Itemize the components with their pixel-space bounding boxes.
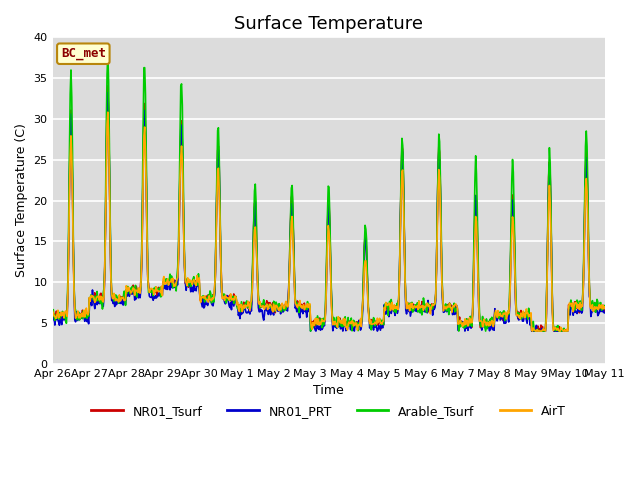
Arable_Tsurf xyxy=(116,296,124,301)
Line: Arable_Tsurf: Arable_Tsurf xyxy=(52,55,605,331)
NR01_Tsurf xyxy=(601,306,609,312)
NR01_Tsurf xyxy=(413,304,420,310)
NR01_PRT xyxy=(104,90,111,96)
Arable_Tsurf xyxy=(202,296,209,301)
NR01_Tsurf xyxy=(49,311,56,316)
AirT xyxy=(397,231,404,237)
AirT xyxy=(116,298,124,304)
NR01_Tsurf xyxy=(116,293,124,299)
NR01_Tsurf xyxy=(172,280,180,286)
Title: Surface Temperature: Surface Temperature xyxy=(234,15,423,33)
NR01_PRT xyxy=(601,310,609,316)
Text: BC_met: BC_met xyxy=(61,47,106,60)
NR01_PRT xyxy=(307,328,314,334)
AirT xyxy=(49,308,56,314)
NR01_Tsurf xyxy=(397,212,404,217)
NR01_Tsurf xyxy=(202,296,209,301)
NR01_Tsurf xyxy=(59,313,67,319)
Arable_Tsurf xyxy=(104,52,111,58)
Arable_Tsurf xyxy=(307,328,314,334)
NR01_Tsurf xyxy=(528,328,536,334)
Arable_Tsurf xyxy=(413,300,421,306)
AirT xyxy=(413,304,420,310)
AirT xyxy=(529,328,536,334)
Arable_Tsurf xyxy=(49,310,56,315)
NR01_PRT xyxy=(202,298,209,303)
AirT xyxy=(601,304,609,310)
NR01_Tsurf xyxy=(104,83,111,89)
AirT xyxy=(172,279,180,285)
NR01_PRT xyxy=(397,176,405,182)
NR01_PRT xyxy=(49,316,56,322)
Y-axis label: Surface Temperature (C): Surface Temperature (C) xyxy=(15,123,28,277)
Arable_Tsurf xyxy=(397,164,405,169)
Arable_Tsurf xyxy=(601,303,609,309)
NR01_PRT xyxy=(172,284,180,290)
NR01_PRT xyxy=(59,314,67,320)
AirT xyxy=(104,109,111,115)
Arable_Tsurf xyxy=(59,309,67,314)
Line: NR01_PRT: NR01_PRT xyxy=(52,93,605,331)
NR01_PRT xyxy=(116,300,124,306)
Arable_Tsurf xyxy=(172,288,180,294)
Legend: NR01_Tsurf, NR01_PRT, Arable_Tsurf, AirT: NR01_Tsurf, NR01_PRT, Arable_Tsurf, AirT xyxy=(86,400,571,423)
AirT xyxy=(202,296,209,301)
Line: AirT: AirT xyxy=(52,112,605,331)
AirT xyxy=(59,310,67,315)
NR01_PRT xyxy=(413,309,421,315)
Line: NR01_Tsurf: NR01_Tsurf xyxy=(52,86,605,331)
X-axis label: Time: Time xyxy=(313,384,344,397)
